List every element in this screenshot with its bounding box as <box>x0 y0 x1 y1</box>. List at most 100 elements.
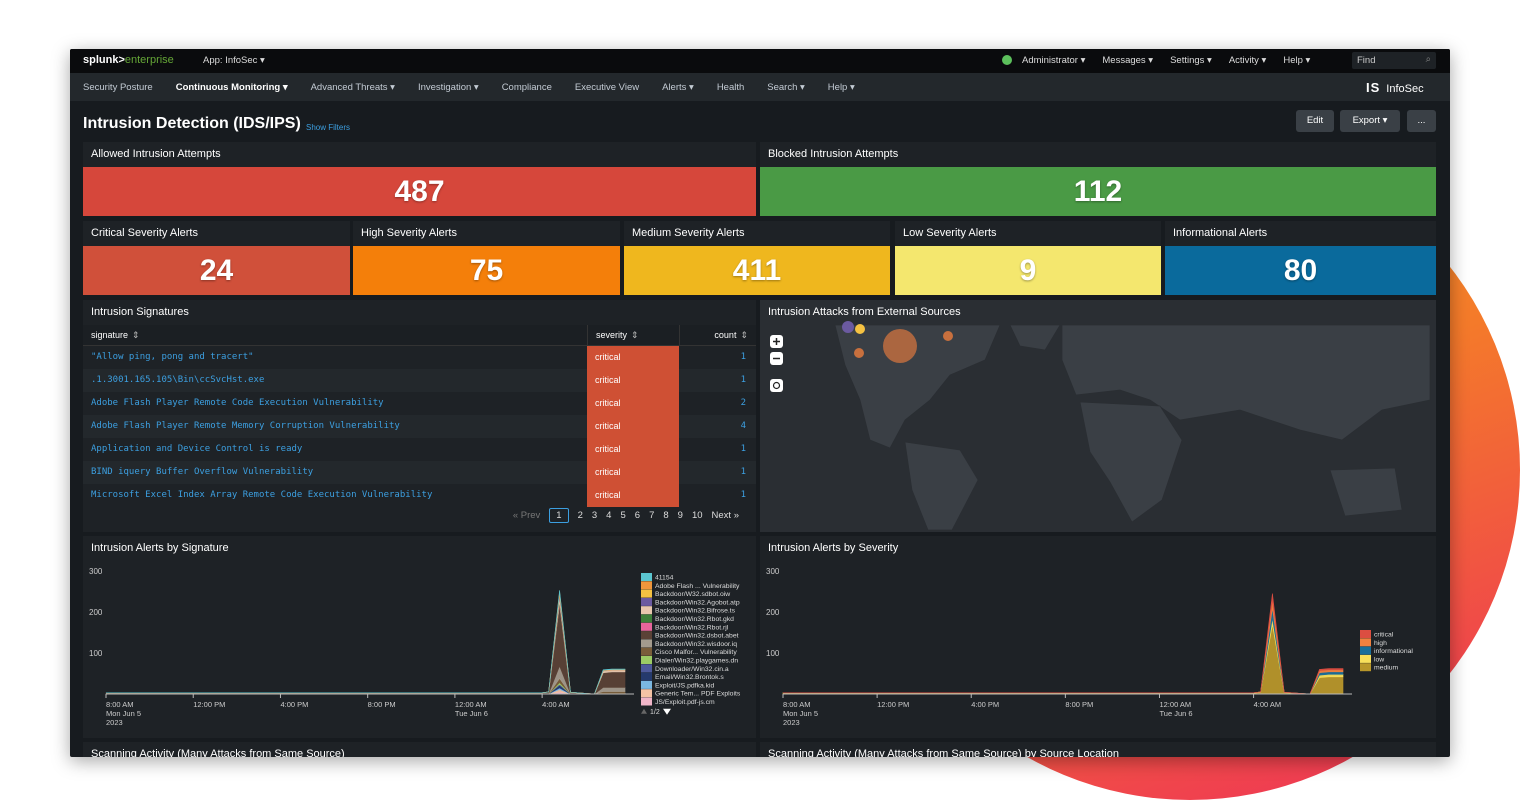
app-menu[interactable]: App: InfoSec ▾ <box>203 55 265 66</box>
table-row: Microsoft Excel Index Array Remote Code … <box>83 484 756 507</box>
page-number[interactable]: 1 <box>549 508 569 523</box>
nav-item[interactable]: Help ▾ <box>827 82 855 93</box>
header-button[interactable]: Edit <box>1296 110 1334 132</box>
page-title: Intrusion Detection (IDS/IPS) <box>83 115 301 132</box>
page-number[interactable]: 9 <box>677 510 683 521</box>
bubble[interactable] <box>842 321 854 333</box>
legend-page: 1/2 <box>650 709 660 716</box>
page-number[interactable]: 2 <box>577 510 583 521</box>
signature-cell[interactable]: Adobe Flash Player Remote Code Execution… <box>91 398 384 408</box>
page-number[interactable]: 7 <box>649 510 655 521</box>
page-number[interactable]: 6 <box>634 510 641 521</box>
area <box>783 599 1344 695</box>
signature-cell[interactable]: BIND iquery Buffer Overflow Vulnerabilit… <box>91 467 314 477</box>
logo-brand: splunk> <box>83 54 125 66</box>
page-number[interactable]: 4 <box>606 510 612 521</box>
nav-item[interactable]: Search ▾ <box>767 82 805 93</box>
nav-item[interactable]: Alerts ▾ <box>662 82 694 93</box>
column-label: severity <box>596 330 628 340</box>
column-header[interactable]: signature ⇕ <box>83 325 587 346</box>
nav-bar: Security Posture Continuous Monitoring ▾ A… <box>70 73 1450 101</box>
x-tick-label: 4:00 AM <box>542 700 570 709</box>
table-header: signature ⇕ severity ⇕ count ⇕ <box>83 325 756 346</box>
signature-cell[interactable]: Application and Device Control is ready <box>91 444 303 454</box>
signature-cell[interactable]: Adobe Flash Player Remote Memory Corrupt… <box>91 421 400 431</box>
panel-title: Blocked Intrusion Attempts <box>760 142 1436 167</box>
nav-item[interactable]: Advanced Threats ▾ <box>310 82 395 93</box>
continent <box>1079 401 1183 523</box>
continent <box>1329 467 1403 517</box>
search-icon: ⌕ <box>1425 54 1431 65</box>
count-cell[interactable]: 1 <box>740 490 746 500</box>
signature-cell[interactable]: "Allow ping, pong and tracert" <box>91 352 254 362</box>
legend-swatch <box>641 589 652 598</box>
legend-swatch <box>641 639 652 648</box>
x-tick-label: 12:00 PM <box>877 700 909 709</box>
nav-item[interactable]: Health <box>716 82 745 93</box>
bubble[interactable] <box>943 331 953 341</box>
prev-page[interactable]: « Prev <box>512 510 541 521</box>
header-button[interactable]: Export ▾ <box>1340 110 1400 132</box>
count-cell[interactable]: 2 <box>740 398 746 408</box>
next-page[interactable]: Next » <box>711 510 739 521</box>
legend-label: 41154 <box>655 575 674 582</box>
area <box>106 601 625 695</box>
top-menu-item[interactable]: Activity ▾ <box>1228 55 1267 66</box>
header-button[interactable]: ... <box>1407 110 1436 132</box>
nav-item[interactable]: Continuous Monitoring ▾ <box>175 82 288 93</box>
x-sublabel: Mon Jun 5 <box>783 709 818 718</box>
sort-icon: ⇕ <box>631 330 639 340</box>
nav-items: Security Posture Continuous Monitoring ▾ A… <box>83 82 855 93</box>
nav-item[interactable]: Compliance <box>501 82 552 93</box>
signature-cell[interactable]: .1.3001.165.105\Bin\ccSvcHst.exe <box>91 375 265 385</box>
y-tick-label: 100 <box>766 649 780 658</box>
bubble[interactable] <box>883 329 917 363</box>
status-dot <box>1002 55 1012 65</box>
legend-label: Backdoor/Win32.Rbot.rjl <box>655 624 729 631</box>
signature-cell[interactable]: Microsoft Excel Index Array Remote Code … <box>91 490 433 500</box>
top-menu-item[interactable]: Messages ▾ <box>1102 55 1154 66</box>
page-number[interactable]: 5 <box>620 510 626 521</box>
nav-item[interactable]: Security Posture <box>83 82 153 93</box>
panel: Scanning Activity (Many Attacks from Sam… <box>83 742 756 757</box>
logo-product: enterprise <box>124 54 174 66</box>
count-cell[interactable]: 1 <box>740 444 746 454</box>
count-cell[interactable]: 1 <box>740 352 746 362</box>
column-header[interactable]: count ⇕ <box>679 325 756 346</box>
severity-cell: critical <box>587 415 679 438</box>
nav-item[interactable]: Investigation ▾ <box>417 82 479 93</box>
bubble[interactable] <box>854 348 864 358</box>
show-filters[interactable]: Show Filters <box>306 123 351 132</box>
logo[interactable]: splunk>enterprise <box>83 54 174 66</box>
page-number[interactable]: 10 <box>691 510 703 521</box>
search-placeholder: Find <box>1357 55 1376 66</box>
locate[interactable] <box>770 379 783 392</box>
nav-item[interactable]: Executive View <box>574 82 640 93</box>
top-menu-item[interactable]: Settings ▾ <box>1170 55 1212 66</box>
single-value-panel: Allowed Intrusion Attempts 487 <box>83 142 756 216</box>
top-menu-item[interactable]: Administrator ▾ <box>1022 55 1086 66</box>
x-tick-label: 4:00 AM <box>1254 700 1282 709</box>
legend-swatch <box>641 597 652 606</box>
panel-title: Low Severity Alerts <box>895 221 1161 246</box>
x-sublabel: 2023 <box>106 718 123 727</box>
count-cell[interactable]: 4 <box>740 421 746 431</box>
table-row: .1.3001.165.105\Bin\ccSvcHst.exe critical… <box>83 369 756 392</box>
continent <box>1061 324 1431 441</box>
top-menu-item[interactable]: Help ▾ <box>1283 55 1311 66</box>
count-cell[interactable]: 1 <box>740 375 746 385</box>
x-tick-label: 8:00 AM <box>106 700 134 709</box>
map-controls <box>770 335 783 392</box>
page-number[interactable]: 3 <box>591 510 598 521</box>
bubble[interactable] <box>855 324 865 334</box>
y-tick-label: 200 <box>766 608 780 617</box>
page-number[interactable]: 8 <box>663 510 669 521</box>
search-box[interactable]: Find ⌕ <box>1352 52 1436 69</box>
area <box>105 604 626 695</box>
column-header[interactable]: severity ⇕ <box>587 325 679 346</box>
single-value: 9 <box>895 246 1161 295</box>
area <box>106 596 626 695</box>
chart-panel: Intrusion Alerts by Severity <box>760 536 1436 738</box>
count-cell[interactable]: 1 <box>740 467 746 477</box>
